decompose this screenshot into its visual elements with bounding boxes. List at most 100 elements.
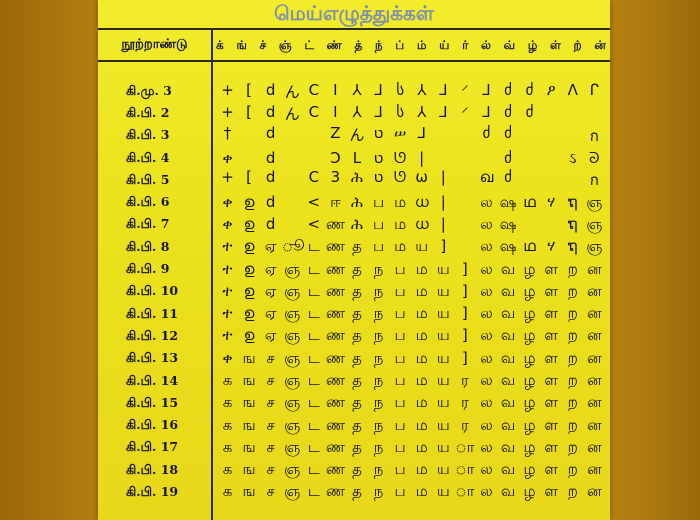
glyph-cell [519,124,540,148]
glyph-cell: ம [415,326,428,345]
glyph-cell: ண [325,348,345,367]
letter-header-cell: ஞ் [278,38,292,52]
glyph-cell: ம [415,304,428,323]
glyph-cell: ஞ [586,237,603,256]
glyph-cell: ங [242,437,256,456]
glyph-cell: ல [480,482,493,501]
glyph-cell: ப [372,192,385,211]
glyph-cell: ძ [482,123,491,142]
century-label: கி.பி. 17 [126,439,179,455]
century-label: கி.பி. 5 [126,171,170,187]
glyph-cell [454,193,475,213]
glyph-cell: ⅃ [482,80,491,99]
glyph-cell [303,149,324,167]
glyph-cell: ஏ [264,281,277,300]
glyph-cell: ძ [504,102,512,121]
glyph-cell: ט [373,149,384,168]
glyph-cell: ழ [523,371,536,389]
glyph-cell: ல [480,304,493,323]
divider [98,28,610,30]
glyph-cell: ஞ [284,304,301,323]
glyph-cell: ሃ [547,237,556,256]
table-row: கி.பி. 12 ተ ഉ ஏ ஞ ட ண த ந ப ம ய] ல வ ழ ள ற ன [98,325,610,347]
glyph-cell: ழ [523,304,536,323]
glyph-cell [433,124,454,148]
glyph-cell: + [221,80,234,99]
glyph-cell: ற [567,393,578,412]
table-row: கி.பி. 8 ተ ഉ ஏூ ட ண த ப ம ய] ல ஷ ഥ ሃ ຖ ஞ [98,236,610,258]
glyph-cell: ს [396,80,405,99]
glyph-cell: ம [415,437,428,456]
glyph-cell: ன [587,371,602,389]
glyph-cell: ர [460,415,469,434]
table-row: கி.பி. 11 ተ ഉ ஏ ஞ ட ண த ந ப ம ய] ல வ ழ ள ற ன [98,303,610,325]
glyph-cell: L [352,149,362,168]
glyph-cell: ன [587,482,602,501]
glyph-cell: ழ [523,259,536,278]
glyph-cell: ள [544,437,558,456]
letter-header-cell: ழ் [527,38,538,52]
glyph-cell: ற [567,259,578,278]
glyph-cell: ஞ [284,437,301,456]
glyph-cell: ம [415,415,428,434]
glyph-cell: I [333,102,338,121]
glyph-cell: ய [436,281,450,300]
glyph-cell: ] [461,281,468,300]
glyph-row: க ங ச ஞ ட ண த ந ப ம யா ல வ ழ ள ற ன [217,460,605,480]
glyph-cell: ஞ [284,281,301,300]
glyph-cell: ச [266,460,275,479]
glyph-cell: ற [567,326,578,345]
glyph-cell: ச [266,371,275,389]
board-title: மெய்எழுத்துக்கள் [274,1,434,25]
glyph-cell: | [419,149,425,168]
glyph-cell: ᘐ [589,149,600,168]
wall-left [0,0,100,520]
glyph-cell: C [308,102,320,121]
glyph-cell: ன [587,393,602,412]
glyph-cell [282,168,303,192]
glyph-cell: < [307,214,321,233]
glyph-cell: ቀ [222,214,233,233]
glyph-cell: ஞ [284,415,301,434]
letter-header-cell: ய் [439,38,450,52]
table-row: கி.பி. 16 க ங ச ஞ ட ண த ந ப ம ய ர ல வ ழ ள ற ன [98,414,610,436]
glyph-cell: க [222,415,233,434]
glyph-cell: ற [567,304,578,323]
glyph-cell: ] [461,259,468,278]
century-label: கி.பி. 19 [126,483,179,499]
table-row: கி.பி. 15 க ங ச ஞ ட ண த ந ப ம ய ர ல வ ழ ள ற ன [98,392,610,414]
glyph-cell: ს [396,102,405,121]
glyph-cell: ப [394,348,406,367]
glyph-cell [239,149,260,167]
century-header: நூற்றாண்டு [121,37,188,52]
glyph-cell: ய [436,460,450,479]
glyph-cell: ቀ [222,149,233,168]
glyph-cell: ம [415,371,428,389]
glyph-cell: ள [544,326,558,345]
glyph-cell: d [265,168,276,187]
glyph-cell: ஞ [284,371,301,389]
glyph-cell: ந [373,437,384,456]
glyph-cell: த [352,415,362,434]
glyph-cell: ഥ [523,237,536,256]
century-label: கி.பி. 3 [126,127,170,143]
glyph-cell: ல [480,281,493,300]
glyph-cell [541,124,562,148]
century-label: கி.பி. 7 [126,216,170,232]
glyph-cell: ள [544,259,558,278]
glyph-cell: 3 [330,168,341,187]
glyph-cell: ப [394,415,406,434]
glyph-cell: d [265,192,276,211]
glyph-cell: ா [455,437,475,456]
glyph-cell: ⅄ [352,102,362,121]
glyph-cell: த [352,348,362,367]
glyph-cell: ய [436,304,450,323]
glyph-cell: ஷ [499,237,517,256]
glyph-cell: ተ [222,237,233,256]
glyph-cell: ட [307,326,320,345]
glyph-cell: ற [567,482,578,501]
glyph-cell: ᘎ [393,168,407,187]
glyph-cell: ள [544,304,558,323]
glyph-cell: ப [372,237,385,256]
